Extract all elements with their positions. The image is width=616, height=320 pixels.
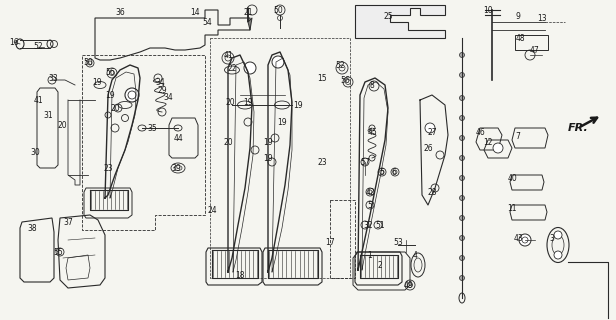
Text: 53: 53	[393, 237, 403, 246]
Text: 16: 16	[9, 37, 19, 46]
Text: 39: 39	[171, 164, 181, 172]
Text: 41: 41	[33, 95, 43, 105]
Text: 20: 20	[57, 121, 67, 130]
Text: 47: 47	[530, 45, 540, 54]
Text: 52: 52	[335, 60, 345, 69]
Circle shape	[460, 276, 464, 281]
Text: 8: 8	[370, 81, 375, 90]
Text: 21: 21	[243, 7, 253, 17]
Circle shape	[519, 234, 531, 246]
Text: 49: 49	[403, 281, 413, 290]
Circle shape	[460, 255, 464, 260]
Text: 19: 19	[263, 138, 273, 147]
Text: 32: 32	[363, 220, 373, 229]
Circle shape	[554, 251, 562, 259]
Text: 54: 54	[202, 18, 212, 27]
Text: 40: 40	[507, 173, 517, 182]
Text: 30: 30	[30, 148, 40, 156]
Text: 36: 36	[115, 7, 125, 17]
Text: 11: 11	[507, 204, 517, 212]
Text: 20: 20	[225, 98, 235, 107]
Text: 24: 24	[207, 205, 217, 214]
Text: 12: 12	[483, 138, 493, 147]
Text: 19: 19	[263, 154, 273, 163]
Text: 35: 35	[147, 124, 157, 132]
Text: 19: 19	[293, 100, 303, 109]
Text: 44: 44	[173, 133, 183, 142]
Text: 25: 25	[383, 12, 393, 20]
Text: 13: 13	[537, 13, 547, 22]
Circle shape	[460, 215, 464, 220]
Text: 1: 1	[368, 251, 373, 260]
Text: 4: 4	[413, 251, 418, 260]
Text: 10: 10	[483, 5, 493, 14]
Text: 15: 15	[317, 74, 327, 83]
Circle shape	[460, 73, 464, 77]
Text: 41: 41	[223, 51, 233, 60]
Text: 7: 7	[516, 132, 521, 140]
Text: 50: 50	[83, 58, 93, 67]
Text: 2: 2	[378, 260, 383, 269]
Circle shape	[460, 52, 464, 58]
Circle shape	[554, 231, 562, 239]
Circle shape	[460, 196, 464, 201]
Text: 37: 37	[63, 218, 73, 227]
Text: 50: 50	[273, 5, 283, 14]
Text: 46: 46	[475, 127, 485, 137]
Text: 3: 3	[549, 234, 554, 243]
Text: 38: 38	[27, 223, 37, 233]
Text: 5: 5	[379, 167, 384, 177]
Text: 20: 20	[223, 138, 233, 147]
Circle shape	[493, 143, 503, 153]
Text: 19: 19	[92, 77, 102, 86]
Circle shape	[272, 56, 284, 68]
Text: 31: 31	[43, 110, 53, 119]
Text: 18: 18	[235, 270, 245, 279]
Circle shape	[460, 135, 464, 140]
Text: 51: 51	[375, 220, 385, 229]
Text: 17: 17	[325, 237, 335, 246]
Text: 57: 57	[360, 157, 370, 166]
Circle shape	[244, 62, 256, 74]
Text: 5: 5	[368, 201, 373, 210]
Text: 27: 27	[427, 127, 437, 137]
Circle shape	[460, 95, 464, 100]
Polygon shape	[355, 5, 445, 38]
Circle shape	[460, 236, 464, 241]
Text: 29: 29	[157, 85, 167, 94]
Text: 19: 19	[105, 91, 115, 100]
Text: 20: 20	[110, 103, 120, 113]
Text: 9: 9	[516, 12, 521, 20]
Text: 52: 52	[33, 42, 43, 51]
Text: 34: 34	[163, 92, 173, 101]
Circle shape	[460, 175, 464, 180]
Text: 56: 56	[340, 76, 350, 84]
Text: 45: 45	[367, 127, 377, 137]
Text: 26: 26	[423, 143, 433, 153]
Text: 28: 28	[428, 188, 437, 196]
Text: 48: 48	[515, 34, 525, 43]
Text: 42: 42	[365, 188, 375, 196]
Text: 23: 23	[103, 164, 113, 172]
Text: 55: 55	[53, 247, 63, 257]
Text: 22: 22	[227, 63, 237, 73]
Text: FR.: FR.	[568, 123, 589, 133]
Text: 56: 56	[105, 68, 115, 76]
Text: 14: 14	[190, 7, 200, 17]
Text: 19: 19	[277, 117, 287, 126]
Text: 23: 23	[317, 157, 327, 166]
Text: 33: 33	[48, 74, 58, 83]
Text: 43: 43	[513, 234, 523, 243]
Circle shape	[425, 123, 435, 133]
Circle shape	[460, 116, 464, 121]
Text: 6: 6	[392, 167, 397, 177]
Text: 34: 34	[155, 77, 165, 86]
Text: 19: 19	[243, 98, 253, 107]
Circle shape	[125, 88, 139, 102]
Circle shape	[460, 156, 464, 161]
